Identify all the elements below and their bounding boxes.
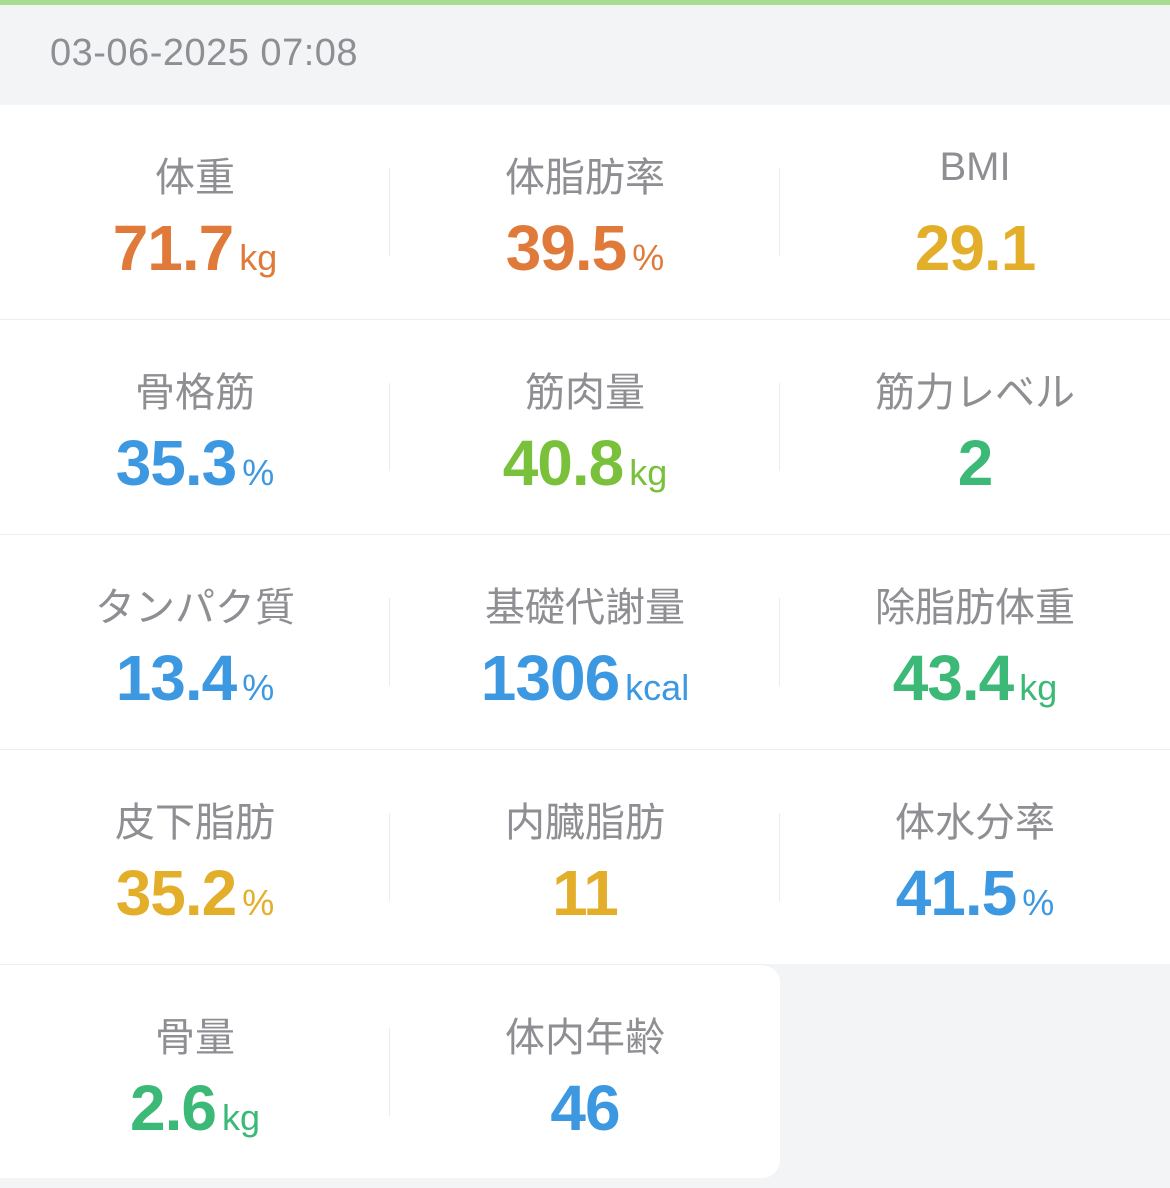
metric-unit: kcal [625,667,690,708]
metric-unit: % [242,452,275,493]
metric-label: 体内年齢 [505,1016,665,1060]
metric-body-fat-rate[interactable]: 体脂肪率 39.5% [390,105,780,319]
metric-label: 筋肉量 [525,371,645,415]
divider [389,598,390,686]
metric-unit: % [242,667,275,708]
metric-body-water-rate[interactable]: 体水分率 41.5% [780,750,1170,964]
metric-value: 35.2 [115,857,238,929]
measurement-datetime: 03-06-2025 07:08 [50,32,359,74]
metric-unit: kg [221,1097,260,1138]
metrics-row: 皮下脂肪 35.2% 内臓脂肪 11 体水分率 41.5% [0,749,1170,964]
metric-label: 骨格筋 [135,371,255,415]
metric-visceral-fat[interactable]: 内臓脂肪 11 [390,750,780,964]
metric-label: BMI [939,145,1011,189]
metric-label: 体脂肪率 [505,156,665,200]
metric-muscle-mass[interactable]: 筋肉量 40.8 kg [390,320,780,534]
metric-unit: kg [629,452,668,493]
metric-value: 29.1 [914,212,1037,284]
metric-strength-level[interactable]: 筋力レベル 2 [780,320,1170,534]
divider [779,383,780,471]
metric-value: 46 [550,1072,620,1144]
metric-basal-metabolism[interactable]: 基礎代謝量 1306 kcal [390,535,780,749]
metric-value: 71.7 [112,212,235,284]
metric-bone-mass[interactable]: 骨量 2.6 kg [0,965,390,1178]
metric-weight[interactable]: 体重 71.7 kg [0,105,390,319]
divider [779,598,780,686]
divider [779,813,780,901]
top-accent-bar [0,0,1170,5]
metric-subcutaneous-fat[interactable]: 皮下脂肪 35.2% [0,750,390,964]
metric-value: 1306 [480,642,620,714]
metric-value: 2.6 [130,1072,217,1144]
metrics-row: 体重 71.7 kg 体脂肪率 39.5% BMI 29.1 [0,105,1170,319]
metric-label: タンパク質 [95,586,295,630]
metric-unit: % [1022,882,1055,923]
metric-bmi[interactable]: BMI 29.1 [780,105,1170,319]
metrics-grid: 体重 71.7 kg 体脂肪率 39.5% BMI 29.1 骨格筋 35.3% [0,105,1170,1178]
divider [389,1028,390,1116]
divider [389,383,390,471]
divider [389,813,390,901]
metric-label: 体水分率 [895,801,1055,845]
divider [779,168,780,256]
metric-unit: % [242,882,275,923]
metrics-row: 骨量 2.6 kg 体内年齢 46 [0,964,780,1178]
metric-value: 2 [957,427,994,499]
metric-value: 35.3 [115,427,238,499]
metrics-row: 骨格筋 35.3% 筋肉量 40.8 kg 筋力レベル 2 [0,319,1170,534]
metric-label: 体重 [155,156,235,200]
metrics-row: タンパク質 13.4% 基礎代謝量 1306 kcal 除脂肪体重 43.4 kg [0,534,1170,749]
metric-unit: kg [239,237,278,278]
metric-unit: kg [1019,667,1058,708]
metric-label: 骨量 [155,1016,235,1060]
metric-skeletal-muscle[interactable]: 骨格筋 35.3% [0,320,390,534]
divider [389,168,390,256]
metric-label: 筋力レベル [875,371,1075,415]
metric-label: 基礎代謝量 [485,586,685,630]
metric-label: 皮下脂肪 [115,801,275,845]
metric-value: 43.4 [892,642,1015,714]
metric-body-age[interactable]: 体内年齢 46 [390,965,780,1178]
metric-value: 11 [552,857,619,929]
metric-label: 除脂肪体重 [875,586,1075,630]
metric-protein[interactable]: タンパク質 13.4% [0,535,390,749]
metric-value: 13.4 [115,642,238,714]
metric-lean-body-mass[interactable]: 除脂肪体重 43.4 kg [780,535,1170,749]
metric-value: 41.5 [895,857,1018,929]
metric-label: 内臓脂肪 [505,801,665,845]
metric-value: 39.5 [505,212,628,284]
metric-unit: % [632,237,665,278]
metric-value: 40.8 [502,427,625,499]
